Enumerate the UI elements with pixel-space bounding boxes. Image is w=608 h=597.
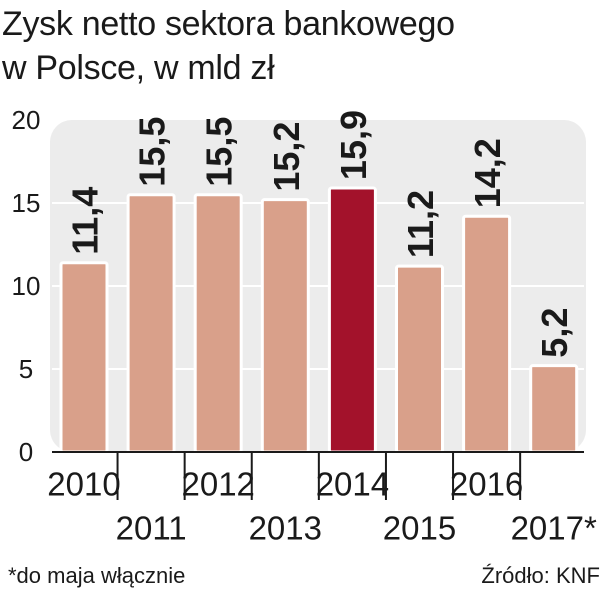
- footnote: *do maja włącznie: [8, 563, 186, 588]
- x-tick-label-2016: 2016: [450, 466, 523, 503]
- value-label-2013: 15,2: [266, 122, 307, 192]
- x-tick-label-2015: 2015: [383, 510, 456, 547]
- bar-2016: [462, 214, 512, 454]
- chart-title: Zysk netto sektora bankowego w Polsce, w…: [2, 2, 455, 90]
- y-tick-label: 5: [19, 354, 33, 384]
- x-axis: 2010 2011 2012 2013 2014 2015 2016 2017*: [47, 451, 597, 547]
- bar-2013: [260, 198, 310, 454]
- value-label-2011: 15,5: [132, 117, 173, 187]
- value-label-2017*: 5,2: [534, 308, 575, 358]
- bar-2011: [126, 193, 176, 454]
- x-tick-label-2010: 2010: [47, 466, 120, 503]
- source-label: Źródło: KNF: [481, 563, 600, 588]
- x-tick-label-2017*: 2017*: [511, 510, 597, 547]
- y-tick-label: 10: [12, 271, 41, 301]
- value-label-2016: 14,2: [467, 138, 508, 208]
- y-tick-label: 0: [19, 437, 33, 467]
- bar-chart: 0 5 10 15 20 11,4 15,5 15,5 15,2 15,9 11,2 14,2 5,2…: [12, 105, 597, 547]
- x-tick-label-2011: 2011: [116, 510, 187, 547]
- x-tick-label-2012: 2012: [181, 466, 254, 503]
- y-tick-label: 15: [12, 188, 41, 218]
- chart-title-line2: w Polsce, w mld zł: [2, 49, 275, 87]
- value-label-2012: 15,5: [199, 117, 240, 187]
- bar-2014: [327, 186, 377, 454]
- value-label-2014: 15,9: [333, 110, 374, 180]
- bar-2010: [59, 261, 109, 454]
- y-axis-ticks: 0 5 10 15 20: [12, 105, 41, 467]
- y-tick-label: 20: [12, 105, 41, 135]
- bar-2012: [193, 193, 243, 454]
- chart-title-line1: Zysk netto sektora bankowego: [2, 5, 455, 43]
- value-label-2010: 11,4: [65, 187, 106, 255]
- bar-2017*: [529, 364, 579, 454]
- value-labels: 11,4 15,5 15,5 15,2 15,9 11,2 14,2 5,2: [65, 110, 576, 358]
- x-tick-label-2014: 2014: [316, 466, 389, 503]
- bar-2015: [395, 264, 444, 454]
- value-label-2015: 11,2: [400, 190, 441, 258]
- x-tick-label-2013: 2013: [249, 510, 322, 547]
- bars: [59, 186, 579, 454]
